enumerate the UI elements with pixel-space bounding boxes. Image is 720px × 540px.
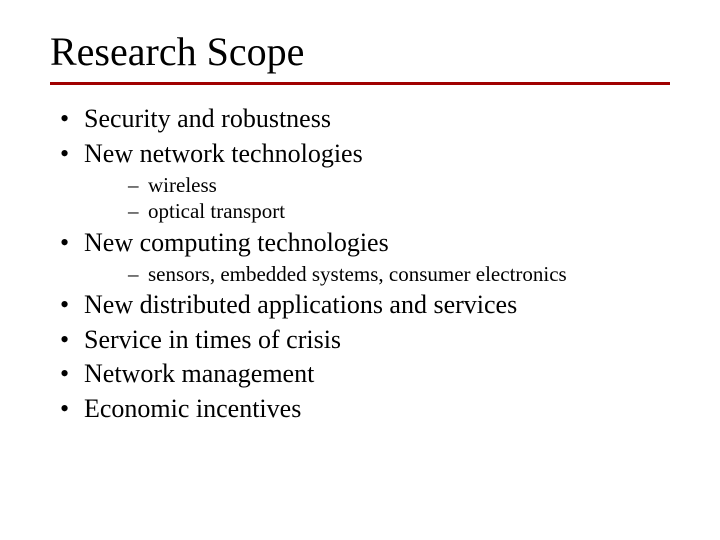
bullet-text: New computing technologies [84, 228, 389, 257]
slide-title: Research Scope [50, 30, 670, 80]
sub-bullet-item: optical transport [84, 198, 670, 224]
bullet-item: Security and robustness [50, 103, 670, 136]
sub-bullet-item: wireless [84, 172, 670, 198]
sub-bullet-list: sensors, embedded systems, consumer elec… [84, 261, 670, 287]
bullet-item: Network management [50, 358, 670, 391]
bullet-item: New computing technologies sensors, embe… [50, 227, 670, 288]
sub-bullet-item: sensors, embedded systems, consumer elec… [84, 261, 670, 287]
bullet-item: Service in times of crisis [50, 324, 670, 357]
bullet-list: Security and robustness New network tech… [50, 103, 670, 425]
sub-bullet-list: wireless optical transport [84, 172, 670, 225]
bullet-item: New distributed applications and service… [50, 289, 670, 322]
bullet-text: New network technologies [84, 139, 363, 168]
slide: Research Scope Security and robustness N… [0, 0, 720, 540]
title-underline [50, 82, 670, 85]
bullet-item: Economic incentives [50, 393, 670, 426]
bullet-item: New network technologies wireless optica… [50, 138, 670, 225]
